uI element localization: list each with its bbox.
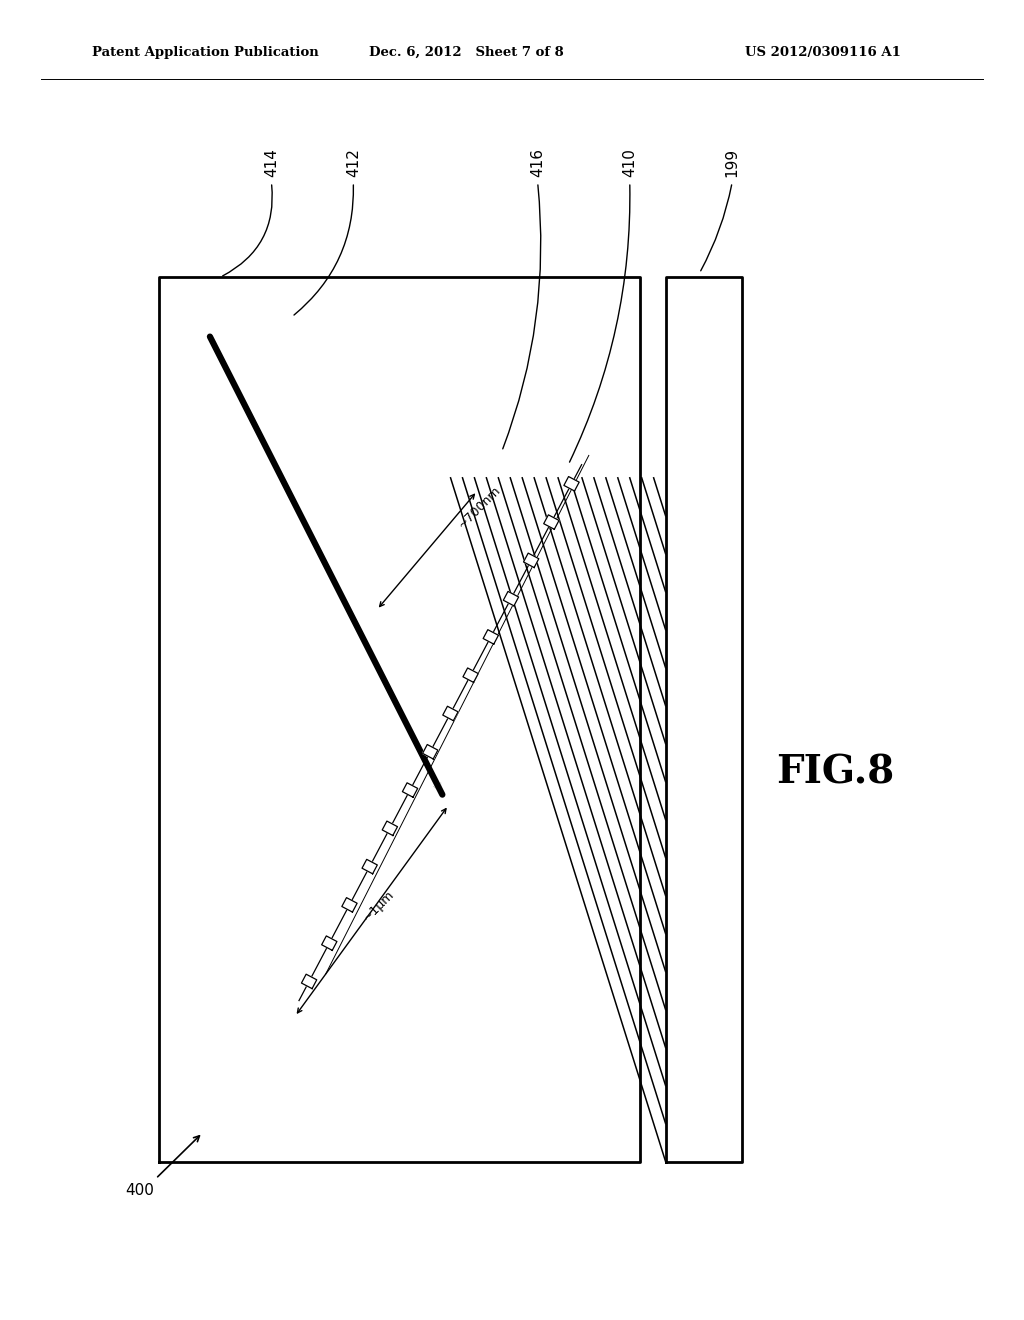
Polygon shape — [564, 477, 580, 491]
Polygon shape — [342, 898, 357, 912]
Polygon shape — [483, 630, 499, 644]
Text: 414: 414 — [264, 148, 279, 177]
Text: 412: 412 — [346, 148, 360, 177]
Text: ~1μm: ~1μm — [360, 887, 396, 924]
Text: Patent Application Publication: Patent Application Publication — [92, 46, 318, 59]
Text: US 2012/0309116 A1: US 2012/0309116 A1 — [745, 46, 901, 59]
Polygon shape — [544, 515, 559, 529]
Polygon shape — [423, 744, 438, 759]
Text: (CD/OVERLAY STRUCTURES, DEFECTS, THIN FILMS, etc): (CD/OVERLAY STRUCTURES, DEFECTS, THIN FI… — [699, 643, 709, 854]
Text: 400: 400 — [125, 1183, 154, 1199]
Text: Dec. 6, 2012   Sheet 7 of 8: Dec. 6, 2012 Sheet 7 of 8 — [369, 46, 563, 59]
Polygon shape — [463, 668, 478, 682]
Polygon shape — [362, 859, 377, 874]
Text: 410: 410 — [623, 148, 637, 177]
Polygon shape — [301, 974, 316, 989]
Text: ~700nm: ~700nm — [456, 483, 504, 531]
Polygon shape — [402, 783, 418, 797]
Text: FIG.8: FIG.8 — [776, 754, 894, 791]
Text: 416: 416 — [530, 148, 545, 177]
Polygon shape — [382, 821, 397, 836]
Polygon shape — [322, 936, 337, 950]
Polygon shape — [666, 277, 742, 1162]
Polygon shape — [523, 553, 539, 568]
Polygon shape — [504, 591, 518, 606]
Text: 199: 199 — [725, 148, 739, 177]
Text: SAMPLE: SAMPLE — [699, 672, 709, 709]
Polygon shape — [442, 706, 458, 721]
